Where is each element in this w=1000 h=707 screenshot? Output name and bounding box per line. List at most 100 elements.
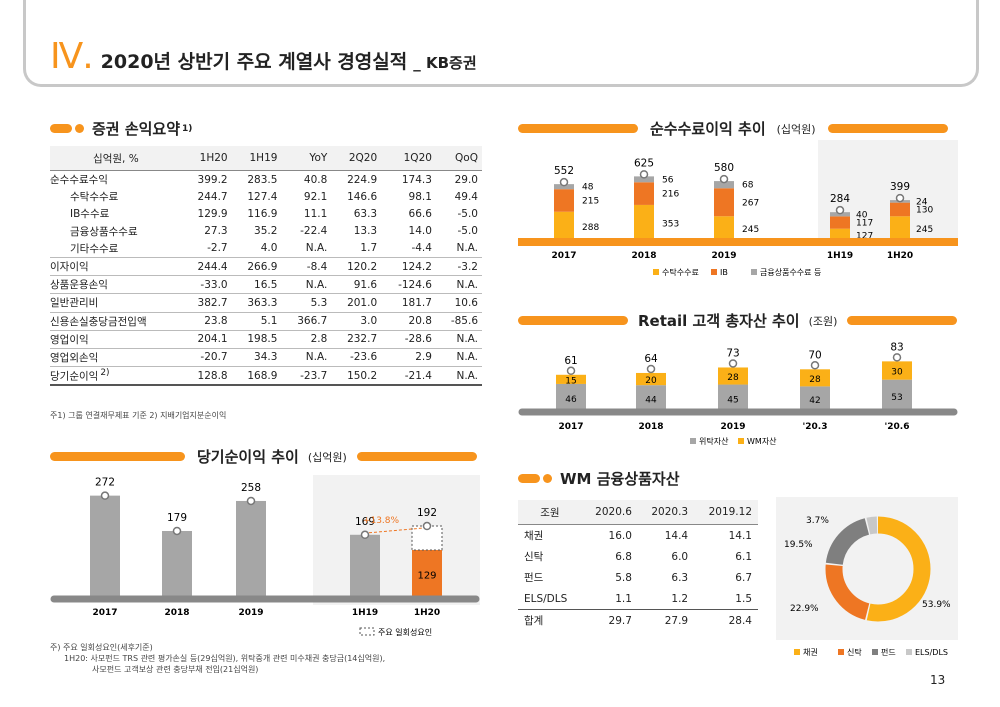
income-cell: 49.4	[454, 190, 478, 203]
retail-bar-deposit	[718, 384, 748, 412]
fee-value-label: 48	[582, 183, 594, 193]
wm-cell: 합계	[518, 609, 582, 631]
fee-value-label: 40	[856, 210, 868, 220]
fee-x-label: 1H19	[827, 251, 853, 261]
income-cell: N.A.	[456, 242, 478, 255]
table-row: 일반관리비 382.7 363.3 5.3 201.0 181.7 10.6	[50, 293, 482, 312]
income-cell: 98.1	[408, 190, 432, 203]
income-cell: -22.4	[300, 225, 328, 238]
retail-value-deposit: 42	[809, 396, 820, 406]
income-cell: 382.7	[181, 293, 232, 312]
retail-bar-deposit	[636, 385, 666, 412]
income-cell: 영업이익	[50, 329, 182, 349]
retail-x-label: 2018	[638, 422, 663, 432]
retail-bar-deposit	[556, 383, 586, 412]
income-cell: 5.1	[231, 311, 282, 331]
fee-bar-segment	[830, 216, 850, 229]
retail-section-title: Retail 고객 총자산 추이 (조원)	[518, 310, 958, 331]
net-growth-label: +13.8%	[363, 516, 400, 526]
income-cell: 150.2	[331, 366, 382, 387]
income-cell: 일반관리비	[50, 293, 182, 312]
retail-total-marker	[646, 364, 656, 374]
net-value-label: 258	[241, 482, 261, 494]
legend-label: 채권	[803, 647, 818, 657]
wm-cell: 1.1	[615, 592, 632, 605]
income-cell: 1.7	[360, 242, 378, 255]
pie-label: 53.9%	[922, 600, 951, 610]
net-x-label: 2018	[164, 608, 189, 618]
table-row: 신용손실충당금전입액 23.8 5.1 366.7 3.0 20.8 -85.6	[50, 311, 482, 331]
income-cell: 40.8	[303, 173, 328, 186]
retail-chart: 46 15 61 2017 44 20 64 2018 45 28 73 2019 42 28 70 '20.…	[518, 341, 958, 446]
net-marker	[422, 521, 432, 531]
income-cell: 124.2	[381, 256, 436, 276]
wm-cell: 1.2	[671, 592, 689, 605]
retail-total-label: 64	[644, 353, 658, 365]
income-cell: 146.6	[347, 190, 378, 203]
net-chart: 272 2017 179 2018 258 2019 169 129 192 +13.8% 1H19…	[50, 475, 480, 637]
income-cell: -4.4	[411, 242, 432, 255]
table-row: 채권 16.0 14.4 14.1	[518, 525, 758, 547]
net-x-label: 1H19	[352, 608, 378, 618]
income-cell: -2.7	[207, 242, 228, 255]
income-cell: -124.6	[381, 275, 436, 294]
income-col-header: 십억원, %	[50, 146, 182, 171]
legend-swatch	[690, 438, 696, 444]
retail-x-label: '20.6	[885, 422, 910, 432]
income-cell: 3.0	[331, 311, 382, 331]
retail-bar-wm	[718, 367, 748, 385]
retail-x-label: '20.3	[803, 422, 828, 432]
table-row: 당기순이익 2) 128.8 168.9 -23.7 150.2 -21.4 N.A.	[50, 366, 482, 387]
pie-slice	[825, 516, 931, 622]
retail-bar-wm	[556, 374, 586, 384]
page-title: Ⅳ. 2020년 상반기 주요 계열사 경영실적 _ KB증권	[50, 36, 477, 77]
fee-value-label: 288	[582, 223, 599, 233]
pie-label: 3.7%	[806, 516, 829, 526]
wm-cell: 6.8	[615, 550, 632, 563]
table-row: 합계 29.7 27.9 28.4	[518, 609, 758, 631]
legend-label: 신탁	[847, 647, 862, 657]
income-cell: 91.6	[331, 275, 382, 294]
income-cell: 174.3	[401, 173, 432, 186]
fee-bar-segment	[634, 182, 654, 205]
retail-value-wm: 15	[565, 376, 576, 386]
income-cell: 244.7	[197, 190, 228, 203]
income-cell: 35.2	[254, 225, 278, 238]
income-cell: 29.0	[454, 173, 478, 186]
income-cell: 이자이익	[50, 256, 182, 276]
legend-label: 위탁자산	[699, 436, 729, 446]
income-cell: -3.2	[435, 256, 482, 276]
retail-total-label: 73	[726, 347, 739, 359]
fee-value-label: 215	[582, 196, 599, 206]
fee-x-label: 2019	[711, 251, 736, 261]
fee-total-label: 284	[830, 193, 850, 205]
retail-bar-wm	[800, 369, 830, 387]
fee-bar-segment	[714, 216, 734, 242]
legend-label: ELS/DLS	[915, 648, 948, 657]
income-note: 주1) 그룹 연결재무제표 기준 2) 지배기업지분순이익	[50, 411, 227, 420]
legend-label: 펀드	[881, 648, 896, 657]
fee-total-marker	[639, 170, 649, 179]
income-cell: 신용손실충당금전입액	[50, 311, 182, 331]
income-cell: -8.4	[281, 256, 332, 276]
legend-label: IB	[720, 268, 728, 277]
page-number: 13	[930, 673, 946, 687]
wm-cell: 14.4	[664, 529, 689, 542]
income-section-title: 증권 손익요약 1)	[50, 118, 192, 139]
fee-bar-segment	[714, 188, 734, 217]
income-cell: -33.0	[181, 275, 232, 294]
income-cell: 34.3	[231, 347, 282, 367]
wm-col-header: 2020.3	[637, 500, 695, 525]
legend-label: 주요 일회성요인	[378, 627, 432, 637]
income-cell: 128.8	[181, 366, 232, 387]
fee-value-label: 127	[856, 231, 873, 241]
income-cell: 14.0	[408, 225, 432, 238]
income-cell: 4.0	[260, 242, 278, 255]
income-cell: 20.8	[381, 311, 436, 331]
retail-value-wm: 28	[809, 375, 821, 385]
wm-cell: 펀드	[524, 572, 544, 584]
retail-value-wm: 30	[891, 368, 903, 378]
table-row: 이자이익 244.4 266.9 -8.4 120.2 124.2 -3.2	[50, 256, 482, 276]
retail-value-deposit: 44	[645, 396, 657, 406]
net-growth-line	[368, 527, 424, 534]
